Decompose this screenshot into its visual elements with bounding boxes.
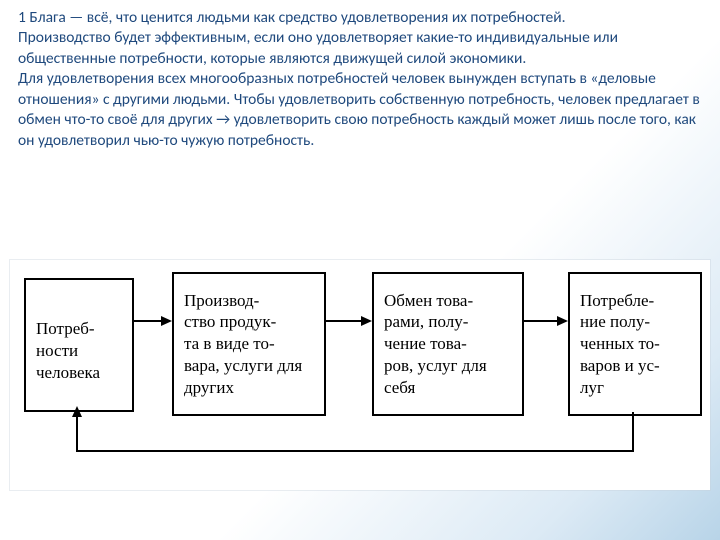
flow-node-n3: Обмен това-рами, полу-чение това-ров, ус… <box>372 272 524 416</box>
arrow-n2-n3 <box>324 320 370 322</box>
feedback-down <box>632 412 634 450</box>
paragraph-1: 1 Блага — всё, что ценится людьми как ср… <box>18 8 702 28</box>
feedback-bottom <box>76 450 634 452</box>
flow-node-label: Обмен това-рами, полу-чение това-ров, ус… <box>374 284 522 405</box>
paragraph-3: Для удовлетворения всех многообразных по… <box>18 69 702 151</box>
arrow-n3-n4 <box>522 320 566 322</box>
intro-text: 1 Блага — всё, что ценится людьми как ср… <box>18 8 702 151</box>
flow-node-label: Потребле-ние полу-ченных то-варов и ус-л… <box>570 284 700 405</box>
flow-node-n4: Потребле-ние полу-ченных то-варов и ус-л… <box>568 272 702 416</box>
flow-node-n2: Производ-ство продук-та в виде то-вара, … <box>172 272 326 416</box>
paragraph-2: Производство будет эффективным, если оно… <box>18 28 702 69</box>
flow-node-n1: Потреб-ности человека <box>24 278 134 412</box>
arrow-n1-n2 <box>132 320 170 322</box>
feedback-up-arrow <box>76 408 78 450</box>
flow-node-label: Производ-ство продук-та в виде то-вара, … <box>174 284 324 405</box>
flow-node-label: Потреб-ности человека <box>26 300 132 389</box>
economic-cycle-diagram: Потреб-ности человека Производ-ство проду… <box>10 260 710 490</box>
